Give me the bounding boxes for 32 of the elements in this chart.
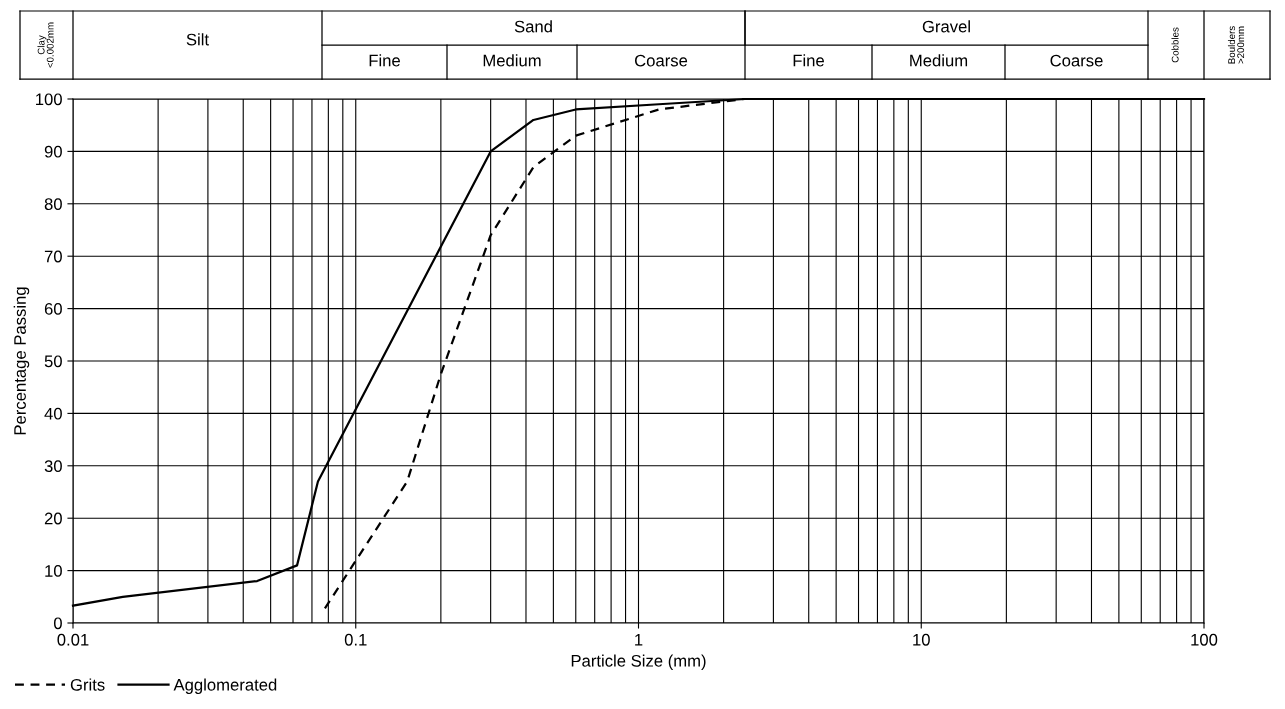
text: Fine — [369, 54, 400, 67]
text: Gravel — [922, 20, 970, 33]
text: Fine — [793, 54, 824, 67]
y-tick-label: 70 — [44, 250, 62, 263]
x-axis-title: Particle Size (mm) — [571, 654, 706, 671]
y-tick-label: 0 — [53, 617, 62, 630]
text: Clay <0.002mm — [37, 22, 54, 68]
text: Medium — [483, 54, 541, 67]
text: Silt — [186, 33, 209, 46]
y-axis-title: Percentage Passing — [13, 287, 30, 435]
y-tick-label: 40 — [44, 407, 62, 420]
legend-label: Grits — [70, 678, 105, 691]
y-tick-label: 30 — [44, 460, 62, 472]
y-tick-label: 10 — [45, 565, 62, 577]
x-tick-label: 0.01 — [57, 633, 89, 646]
text: Coarse — [1050, 54, 1103, 67]
y-tick-label: 60 — [44, 303, 62, 315]
y-tick-label: 100 — [36, 93, 62, 106]
x-tick-label: 100 — [1191, 633, 1218, 646]
text: Coarse — [634, 54, 688, 67]
text: Boulders >200mm — [1227, 26, 1245, 64]
legend-label: Agglomerated — [173, 678, 277, 694]
text: Cobbles — [1171, 27, 1179, 63]
y-tick-label: 80 — [44, 198, 62, 210]
y-tick-label: 50 — [44, 355, 62, 368]
text: Sand — [514, 20, 552, 33]
x-tick-label: 1 — [635, 634, 643, 646]
x-tick-label: 0.1 — [344, 633, 367, 646]
y-tick-label: 20 — [44, 512, 62, 525]
y-tick-label: 90 — [44, 145, 62, 158]
text: Medium — [910, 54, 968, 67]
x-tick-label: 10 — [913, 633, 930, 646]
